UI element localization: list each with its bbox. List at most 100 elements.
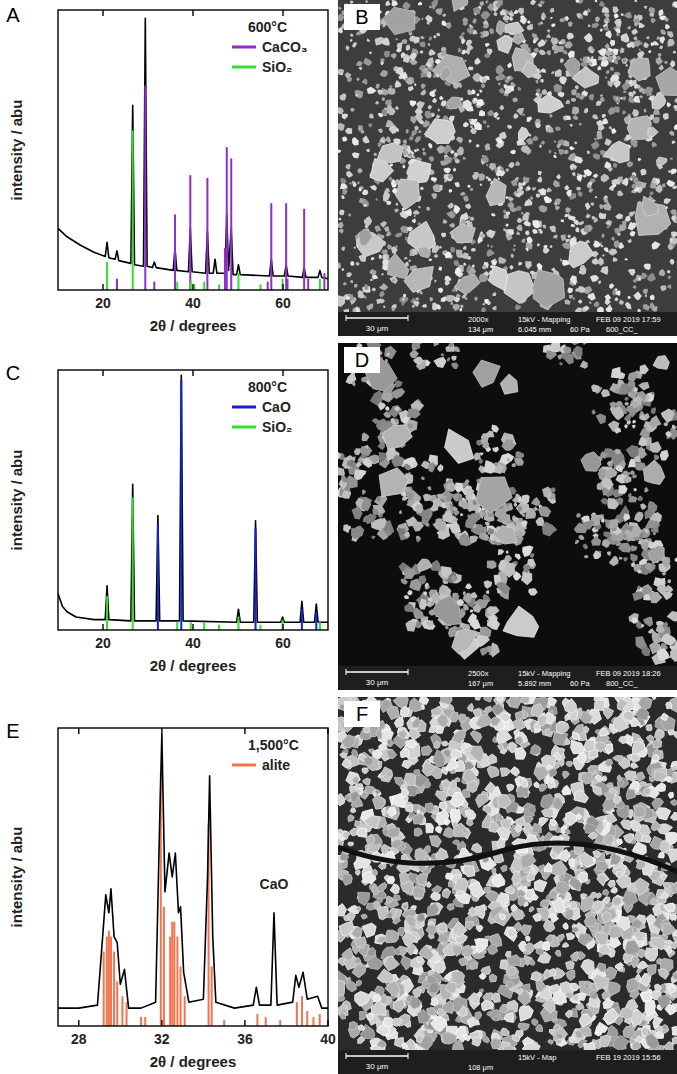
x-tick-label: 20	[95, 295, 111, 311]
particle	[456, 137, 463, 144]
particle	[556, 174, 561, 179]
info-text: 60 Pa	[570, 325, 590, 334]
reference-peak	[189, 175, 191, 290]
reference-peak	[157, 523, 159, 630]
particle	[345, 128, 352, 134]
particle	[605, 220, 612, 226]
particle	[674, 124, 677, 130]
particle	[466, 220, 470, 224]
particle	[480, 183, 482, 186]
particle	[568, 51, 575, 59]
particle	[492, 447, 499, 453]
reference-peak	[319, 279, 321, 290]
reference-peak	[180, 966, 182, 1026]
particle	[350, 34, 354, 38]
particle	[350, 1, 354, 4]
particle	[590, 202, 594, 206]
particle	[571, 98, 576, 102]
particle	[667, 102, 672, 107]
particle	[525, 261, 532, 269]
particle	[481, 307, 486, 312]
particle	[613, 95, 620, 103]
figure: 2040602θ / degreesintensity / abuA600°CC…	[0, 0, 677, 1074]
particle	[537, 3, 542, 7]
particle	[675, 98, 677, 103]
particle	[634, 84, 641, 89]
particle	[338, 296, 345, 307]
particle	[671, 169, 677, 175]
particle	[622, 221, 627, 226]
particle	[341, 475, 347, 482]
particle	[381, 37, 390, 45]
particle	[352, 152, 360, 158]
particle	[453, 168, 457, 172]
particle	[497, 139, 503, 144]
particle	[425, 15, 432, 23]
particle	[433, 357, 446, 368]
particle	[621, 13, 624, 16]
particle	[491, 259, 497, 266]
reference-peak	[319, 622, 321, 630]
particle	[612, 48, 619, 55]
particle	[386, 201, 391, 205]
reference-peak	[260, 625, 262, 630]
x-tick	[327, 1020, 328, 1026]
micrograph	[338, 0, 677, 312]
particle	[438, 288, 443, 293]
plot-area	[58, 18, 328, 290]
particle	[588, 225, 593, 231]
particle	[395, 106, 398, 110]
particle	[381, 249, 388, 254]
particle	[355, 93, 358, 96]
particle	[513, 245, 516, 247]
particle	[576, 13, 584, 19]
particle	[539, 230, 543, 234]
particle	[495, 3, 501, 9]
particle	[434, 254, 439, 258]
particle	[496, 117, 500, 120]
particle	[454, 347, 460, 352]
particle	[482, 77, 488, 83]
particle	[537, 243, 540, 246]
particle	[405, 78, 413, 84]
particle	[533, 40, 536, 43]
particle	[648, 501, 658, 513]
legend-swatch	[232, 46, 256, 49]
particle	[634, 488, 638, 491]
particle	[448, 175, 453, 180]
particle	[668, 39, 675, 47]
particle	[373, 153, 376, 157]
particle	[551, 268, 555, 272]
particle	[606, 225, 609, 228]
particle	[637, 496, 643, 501]
panel-label-box	[2, 2, 24, 26]
particle	[625, 215, 631, 222]
particle	[661, 409, 675, 424]
particle	[561, 234, 567, 241]
particle	[375, 225, 382, 232]
particle	[596, 132, 602, 140]
particle	[612, 60, 614, 63]
legend-title: 1,500°C	[248, 737, 299, 753]
particle	[561, 219, 565, 222]
particle	[604, 247, 609, 252]
particle	[394, 209, 398, 213]
info-text: 600_CC_	[606, 325, 639, 334]
particle	[663, 113, 669, 120]
particle	[522, 141, 526, 145]
particle	[498, 177, 501, 180]
x-tick-top	[192, 10, 193, 16]
particle	[483, 460, 496, 474]
particle	[664, 198, 672, 204]
particle	[549, 226, 555, 233]
particle	[584, 33, 593, 43]
particle	[483, 24, 489, 29]
particle	[510, 17, 514, 21]
particle	[570, 124, 573, 127]
particle	[383, 305, 385, 308]
x-axis-label: 2θ / degrees	[150, 657, 236, 674]
particle	[536, 89, 541, 93]
particle	[589, 61, 593, 65]
particle	[670, 239, 673, 242]
particle	[644, 487, 649, 493]
